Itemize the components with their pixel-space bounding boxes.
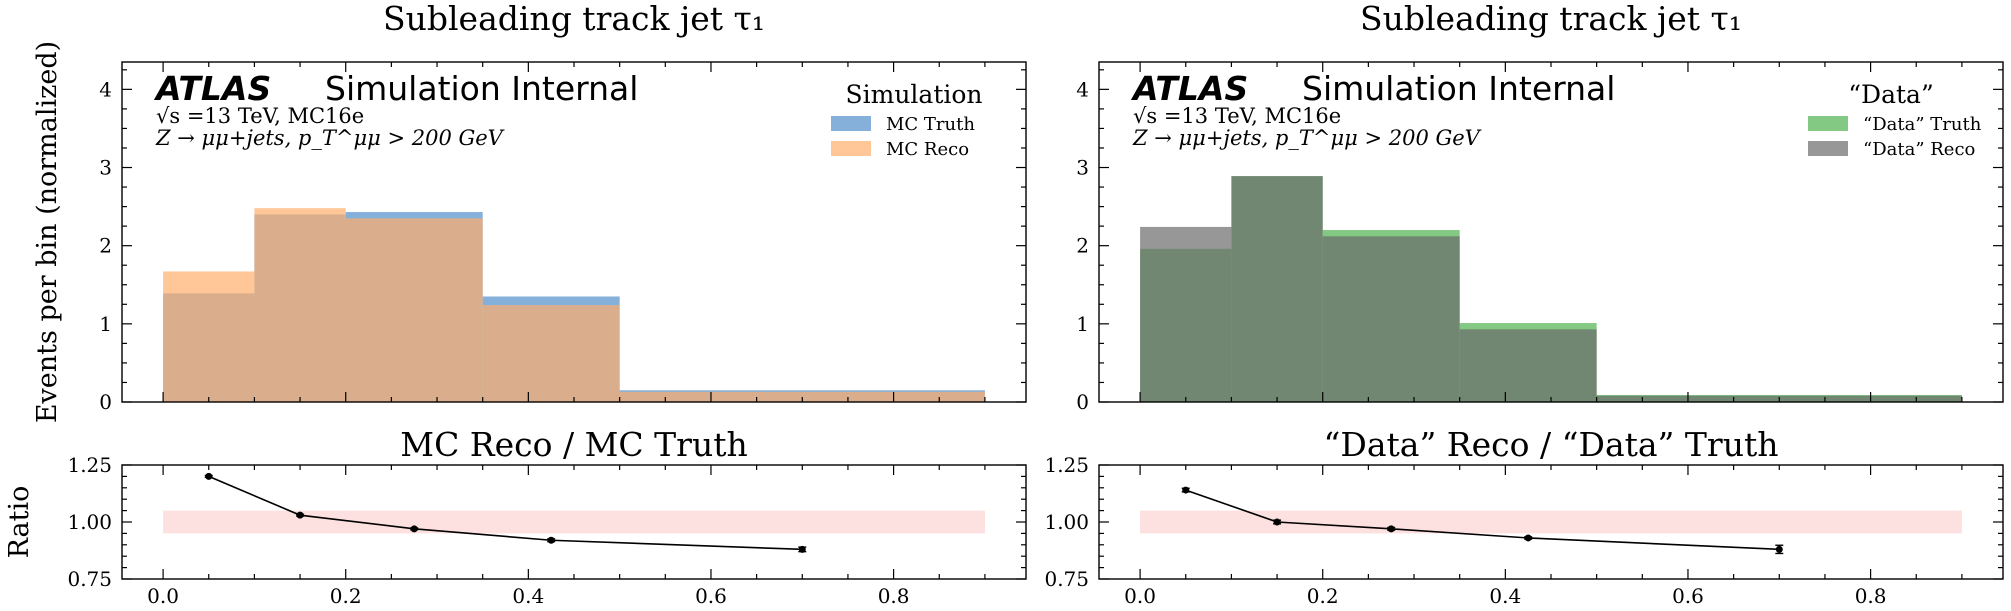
bar	[1140, 226, 1232, 402]
x-tick-label: 0.2	[330, 584, 362, 608]
histogram-panel-2: Subleading track jet τ₁ 0 1 2 3 4 ATLAS Simulat…	[1076, 0, 2004, 414]
ratio-point	[1775, 545, 1783, 553]
atlas-label: ATLAS	[153, 69, 271, 108]
legend-entry-label: “Data” Reco	[1863, 139, 1975, 160]
bar	[482, 305, 620, 402]
series-reco	[163, 208, 985, 402]
legend-swatch	[831, 116, 871, 131]
info-line-2: Z → μμ+jets, p_T^μμ > 200 GeV	[1132, 126, 1482, 150]
x-tick-label: 0.8	[878, 584, 910, 608]
atlas-status: Simulation Internal	[325, 69, 638, 108]
bar	[254, 208, 346, 402]
ratio-point	[1273, 518, 1281, 526]
ratio-y-axis-label: Ratio	[4, 486, 35, 559]
ratio-point	[798, 545, 806, 553]
x-tick-label: 0.4	[512, 584, 544, 608]
ratio-point	[296, 511, 304, 519]
atlas-label: ATLAS	[1130, 69, 1248, 108]
ratio-point	[205, 472, 213, 480]
axis-ticks	[1099, 62, 2003, 403]
panel-title: Subleading track jet τ₁	[383, 0, 765, 38]
y-tick-label: 2	[1076, 234, 1089, 258]
y-axis-label: Events per bin (normalized)	[32, 41, 63, 423]
x-tick-label: 0.0	[1124, 584, 1156, 608]
legend-swatch	[831, 141, 871, 156]
ratio-point	[547, 536, 555, 544]
uncertainty-band	[1140, 510, 1962, 534]
panel-title: Subleading track jet τ₁	[1360, 0, 1742, 38]
bar	[619, 391, 985, 402]
axis-ticks	[1099, 464, 2003, 580]
info-line-2: Z → μμ+jets, p_T^μμ > 200 GeV	[155, 126, 505, 150]
legend: “Data” “Data” Truth “Data” Reco	[1808, 80, 1982, 160]
histogram-panel-1: Subleading track jet τ₁ 0 1 2 3 4 ATLAS Simulat…	[99, 0, 1027, 414]
x-tick-label: 0.8	[1855, 584, 1887, 608]
bar	[345, 218, 483, 402]
x-tick-label: 0.6	[695, 584, 727, 608]
bar	[1231, 176, 1323, 402]
info-line-1: √s =13 TeV, MC16e	[156, 104, 364, 128]
x-tick-label: 0.6	[1672, 584, 1704, 608]
ratio-panel-1: MC Reco / MC Truth 0.75 1.00 1.25 0.0 0.2 0.4 0…	[67, 425, 1027, 608]
y-tick-label: 1.25	[1044, 453, 1089, 477]
y-tick-label: 0.75	[67, 567, 112, 591]
ratio-title: “Data” Reco / “Data” Truth	[1324, 425, 1779, 464]
legend-entry-label: MC Reco	[886, 139, 969, 160]
legend: Simulation MC Truth MC Reco	[831, 80, 983, 160]
y-tick-label: 0	[1076, 390, 1089, 414]
bar	[1322, 236, 1460, 402]
y-tick-label: 1.25	[67, 453, 112, 477]
y-tick-label: 2	[99, 234, 112, 258]
y-tick-label: 3	[99, 156, 112, 180]
y-tick-label: 0.75	[1044, 567, 1089, 591]
y-tick-label: 4	[1076, 77, 1089, 101]
series-reco	[1140, 176, 1962, 402]
y-tick-label: 1	[1076, 312, 1089, 336]
legend-swatch	[1808, 141, 1848, 156]
axis-ticks	[122, 464, 1026, 580]
x-tick-label: 0.0	[147, 584, 179, 608]
y-tick-label: 1.00	[67, 510, 112, 534]
bar	[163, 271, 255, 402]
info-line-1: √s =13 TeV, MC16e	[1133, 104, 1341, 128]
axis-ticks	[122, 62, 1026, 403]
y-tick-label: 1	[99, 312, 112, 336]
x-tick-label: 0.4	[1489, 584, 1521, 608]
ratio-point	[1182, 486, 1190, 494]
ratio-panel-2: “Data” Reco / “Data” Truth 0.75 1.00 1.25 0.…	[1044, 425, 2004, 608]
legend-title: “Data”	[1848, 80, 1933, 109]
x-tick-label: 0.2	[1307, 584, 1339, 608]
ratio-point	[1524, 534, 1532, 542]
y-tick-label: 1.00	[1044, 510, 1089, 534]
y-tick-label: 3	[1076, 156, 1089, 180]
legend-swatch	[1808, 116, 1848, 131]
legend-entry-label: “Data” Truth	[1863, 114, 1982, 135]
y-tick-label: 0	[99, 390, 112, 414]
legend-entry-label: MC Truth	[886, 114, 975, 135]
uncertainty-band	[163, 510, 985, 534]
ratio-title: MC Reco / MC Truth	[400, 425, 747, 464]
legend-title: Simulation	[845, 80, 982, 109]
ratio-point	[1387, 525, 1395, 533]
bar	[1459, 329, 1597, 402]
y-tick-label: 4	[99, 77, 112, 101]
atlas-status: Simulation Internal	[1302, 69, 1615, 108]
ratio-point	[410, 525, 418, 533]
